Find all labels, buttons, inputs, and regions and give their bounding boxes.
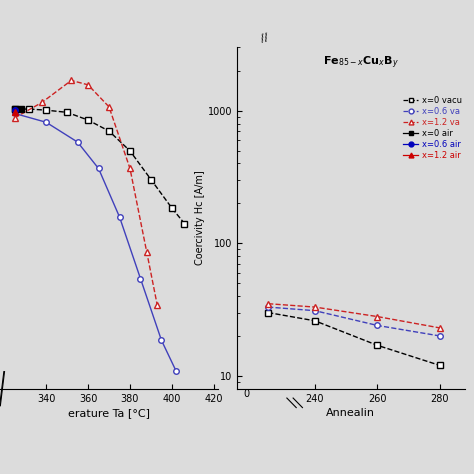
X-axis label: erature Ta [°C]: erature Ta [°C] xyxy=(68,408,150,418)
Text: Fe$_{85-x}$Cu$_x$B$_y$: Fe$_{85-x}$Cu$_x$B$_y$ xyxy=(323,54,400,71)
Legend: x=0 vacu, x=0.6 va, x=1.2 va, x=0 air, x=0.6 air, x=1.2 air: x=0 vacu, x=0.6 va, x=1.2 va, x=0 air, x… xyxy=(400,92,465,164)
X-axis label: Annealin: Annealin xyxy=(326,408,375,418)
Y-axis label: Coercivity Hc [A/m]: Coercivity Hc [A/m] xyxy=(195,171,205,265)
Text: 0: 0 xyxy=(243,389,249,399)
Text: //: // xyxy=(259,32,269,44)
